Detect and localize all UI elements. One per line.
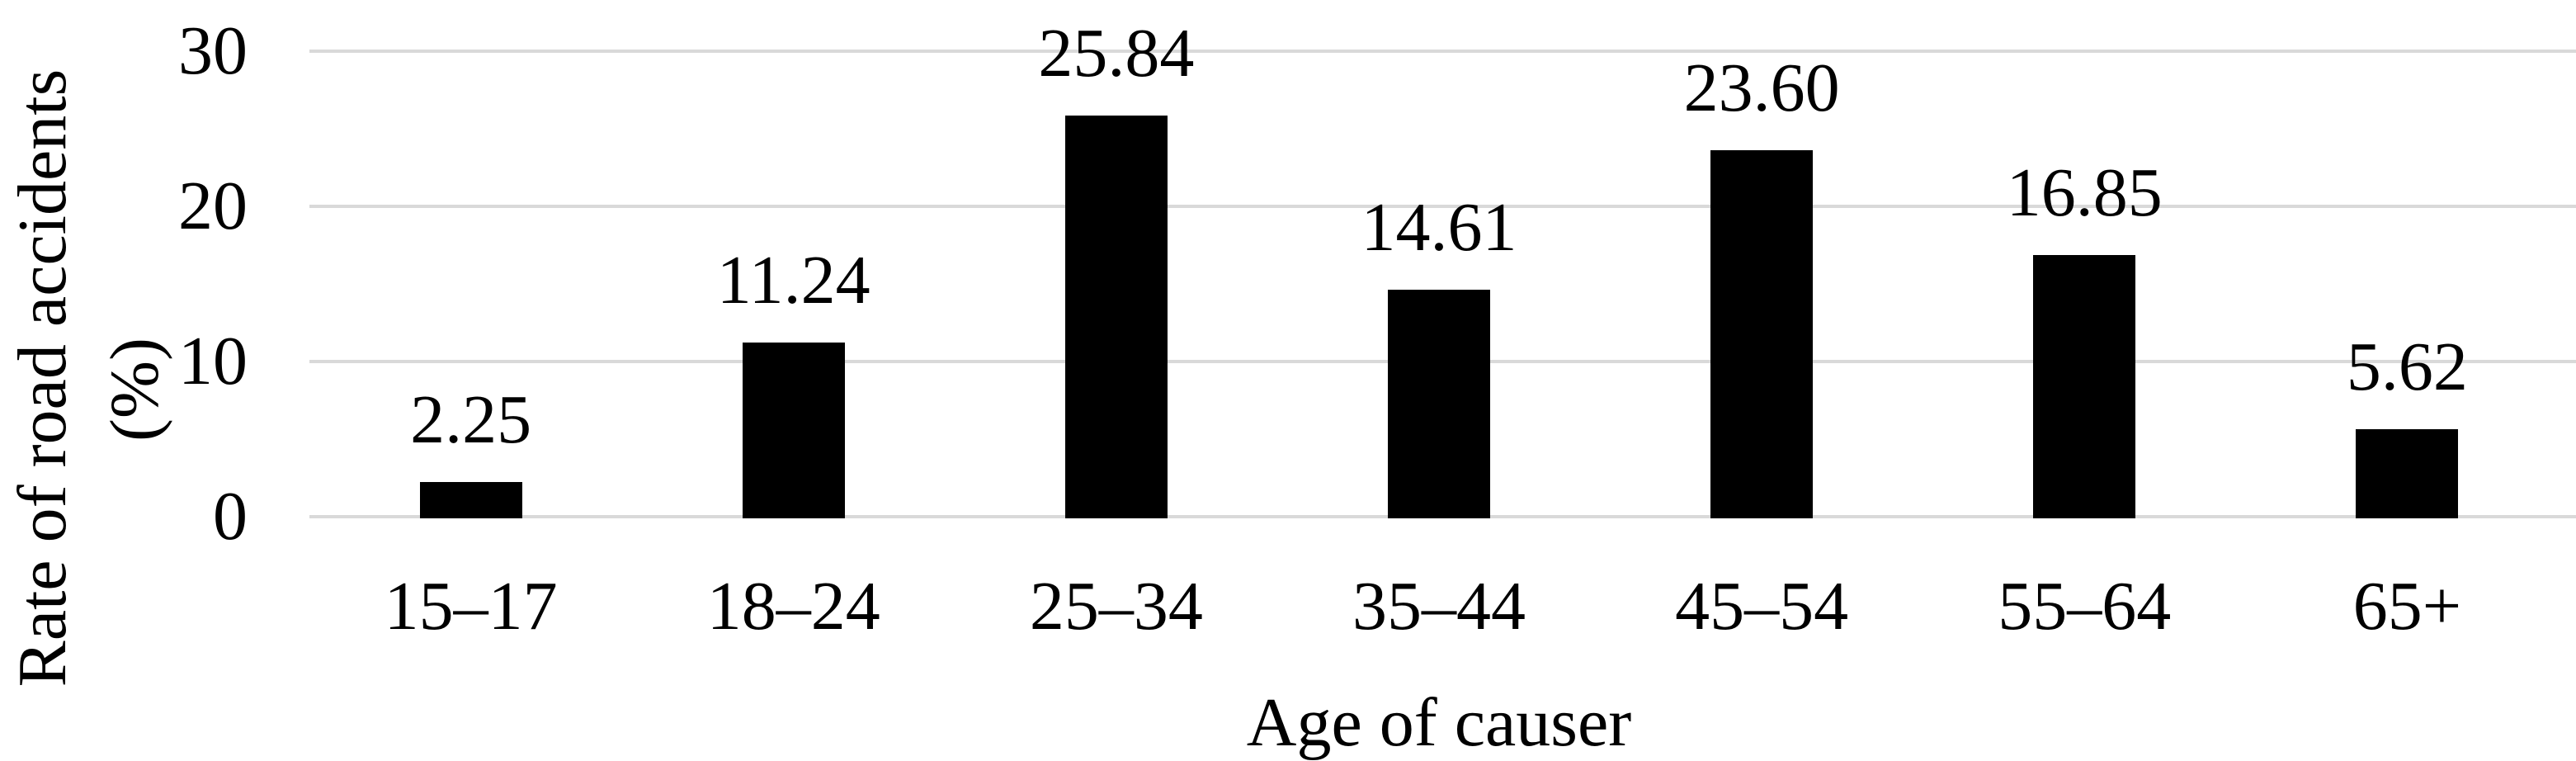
bar-value-label: 25.84 [1038,15,1195,92]
x-axis-title: Age of causer [1246,684,1632,761]
bar-35–44 [1388,290,1490,518]
bar-45–54 [1710,150,1814,518]
bar-value-label: 16.85 [2006,154,2163,232]
bar-value-label: 23.60 [1683,50,1840,127]
y-tick-label: 20 [178,168,248,244]
x-tick-label: 18–24 [706,568,880,645]
x-tick-label: 55–64 [1998,568,2172,645]
y-tick-label: 30 [178,12,248,89]
bar-65+ [2356,429,2459,518]
x-tick-label: 45–54 [1675,568,1849,645]
bar-55–64 [2033,255,2136,518]
gridline-y-30 [309,50,2576,53]
x-tick-label: 35–44 [1352,568,1526,645]
bar-15–17 [419,481,522,518]
bar-value-label: 14.61 [1361,189,1517,267]
y-tick-label: 0 [213,478,248,555]
x-tick-label: 25–34 [1029,568,1203,645]
bar-value-label: 2.25 [410,380,532,458]
bar-18–24 [742,342,845,518]
x-tick-label: 15–17 [384,568,558,645]
bar-value-label: 11.24 [716,241,870,319]
gridline-y-20 [309,205,2576,208]
bar-value-label: 5.62 [2346,329,2468,406]
bar-25–34 [1064,116,1168,518]
x-tick-label: 65+ [2352,568,2462,645]
y-tick-label: 10 [178,323,248,399]
